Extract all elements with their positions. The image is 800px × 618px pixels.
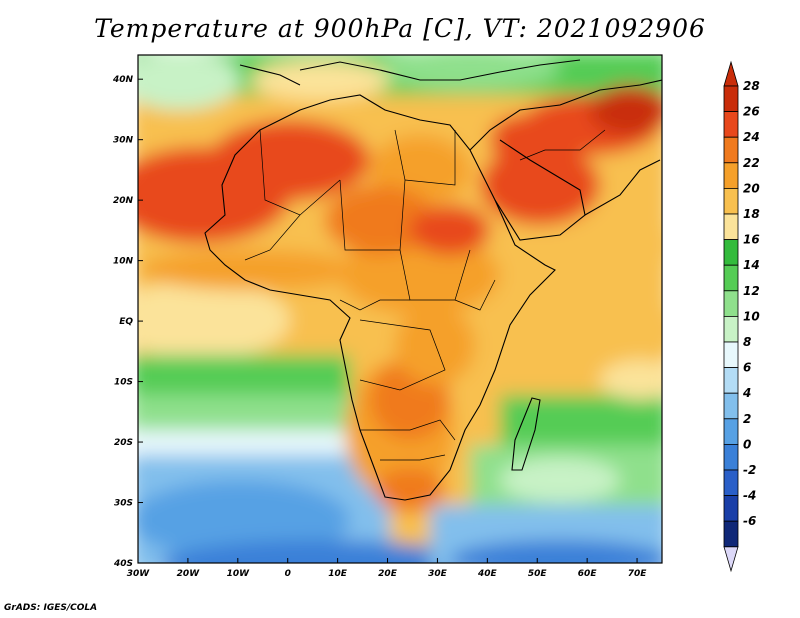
colorbar-swatch bbox=[723, 495, 739, 522]
colorbar-swatch bbox=[723, 111, 739, 138]
colorbar-label: 24 bbox=[743, 130, 760, 144]
lat-tick-label: 20S bbox=[114, 438, 133, 448]
colorbar-swatch bbox=[723, 341, 739, 369]
lon-tick-label: 70E bbox=[628, 569, 648, 579]
lon-tick-label: 10E bbox=[328, 569, 348, 579]
colorbar-swatch bbox=[723, 264, 739, 292]
country-borders bbox=[244, 129, 606, 461]
lon-tick-label: 60E bbox=[578, 569, 598, 579]
lon-tick-label: 30W bbox=[127, 569, 151, 579]
lon-tick-label: 30E bbox=[428, 569, 448, 579]
coastlines bbox=[204, 59, 662, 501]
colorbar-label: 0 bbox=[743, 437, 751, 451]
colorbar-label: -6 bbox=[743, 514, 756, 528]
colorbar-swatch bbox=[723, 315, 739, 343]
temperature-field bbox=[138, 55, 662, 563]
lon-tick-label: 50E bbox=[528, 569, 548, 579]
colorbar-label: 18 bbox=[743, 207, 760, 221]
lon-tick-label: 20W bbox=[177, 569, 201, 579]
colorbar-swatch bbox=[723, 187, 739, 215]
colorbar-label: 2 bbox=[743, 412, 751, 426]
colorbar-label: 22 bbox=[743, 156, 760, 170]
lat-tick-label: 10N bbox=[113, 257, 134, 267]
colorbar-swatch bbox=[723, 136, 739, 164]
colorbar-label: 12 bbox=[743, 284, 760, 298]
lat-tick-label: 20N bbox=[113, 196, 134, 206]
colorbar-label: 14 bbox=[743, 258, 760, 272]
lat-tick-label: 40S bbox=[113, 559, 133, 569]
colorbar-swatch bbox=[723, 418, 739, 445]
colorbar-swatch bbox=[723, 392, 739, 420]
colorbar-swatch bbox=[723, 213, 739, 241]
colorbar-swatch bbox=[723, 85, 739, 113]
grads-credit: GrADS: IGES/COLA bbox=[4, 603, 98, 613]
lon-tick-label: 20E bbox=[378, 569, 398, 579]
colorbar-swatch bbox=[723, 239, 739, 266]
colorbar-label: 10 bbox=[743, 309, 760, 323]
lat-tick-label: EQ bbox=[119, 317, 133, 327]
lon-tick-label: 0 bbox=[285, 569, 291, 579]
colorbar-swatch bbox=[723, 469, 739, 497]
colorbar-label: -4 bbox=[743, 489, 756, 503]
colorbar-label: 20 bbox=[743, 181, 760, 195]
colorbar-swatch bbox=[723, 162, 739, 189]
colorbar-label: 4 bbox=[742, 386, 751, 400]
lat-tick-label: 40N bbox=[112, 75, 134, 85]
colorbar-swatch bbox=[723, 290, 739, 317]
colorbar-label: 28 bbox=[743, 79, 760, 93]
colorbar-swatch bbox=[723, 443, 739, 471]
colorbar-label: 26 bbox=[743, 105, 760, 119]
colorbar-label: -2 bbox=[743, 463, 756, 477]
lat-axis: 40N 30N 20N 10N EQ 10S 20S 30S 40S bbox=[112, 75, 143, 569]
colorbar-swatch bbox=[723, 520, 739, 548]
lat-tick-label: 10S bbox=[114, 378, 133, 388]
lon-axis: 30W 20W 10W 0 10E 20E 30E 40E 50E 60E 70E bbox=[127, 558, 647, 579]
map-title: Temperature at 900hPa [C], VT: 202109290… bbox=[94, 14, 706, 43]
lon-tick-label: 40E bbox=[477, 569, 498, 579]
colorbar-swatch bbox=[723, 367, 739, 394]
colorbar-under-triangle bbox=[723, 546, 739, 573]
lon-tick-label: 10W bbox=[227, 569, 251, 579]
colorbar-label: 6 bbox=[743, 361, 751, 375]
lat-tick-label: 30N bbox=[113, 136, 134, 146]
colorbar-label: 8 bbox=[743, 335, 751, 349]
lat-tick-label: 30S bbox=[114, 499, 133, 509]
colorbar-label: 16 bbox=[743, 233, 760, 247]
map-frame bbox=[137, 54, 663, 564]
colorbar-over-triangle bbox=[723, 60, 739, 87]
